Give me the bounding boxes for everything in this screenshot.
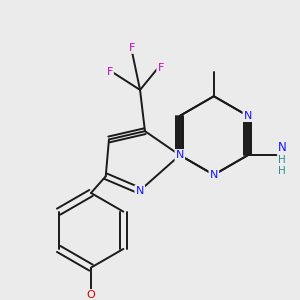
Text: N: N	[278, 141, 286, 154]
Text: F: F	[106, 67, 113, 77]
Text: N: N	[176, 150, 184, 160]
Text: H: H	[278, 166, 286, 176]
Text: F: F	[158, 63, 164, 73]
Text: N: N	[244, 111, 252, 121]
Text: O: O	[87, 290, 95, 300]
Text: H: H	[278, 155, 286, 165]
Text: F: F	[129, 43, 135, 53]
Text: N: N	[210, 170, 218, 180]
Text: N: N	[136, 186, 144, 196]
